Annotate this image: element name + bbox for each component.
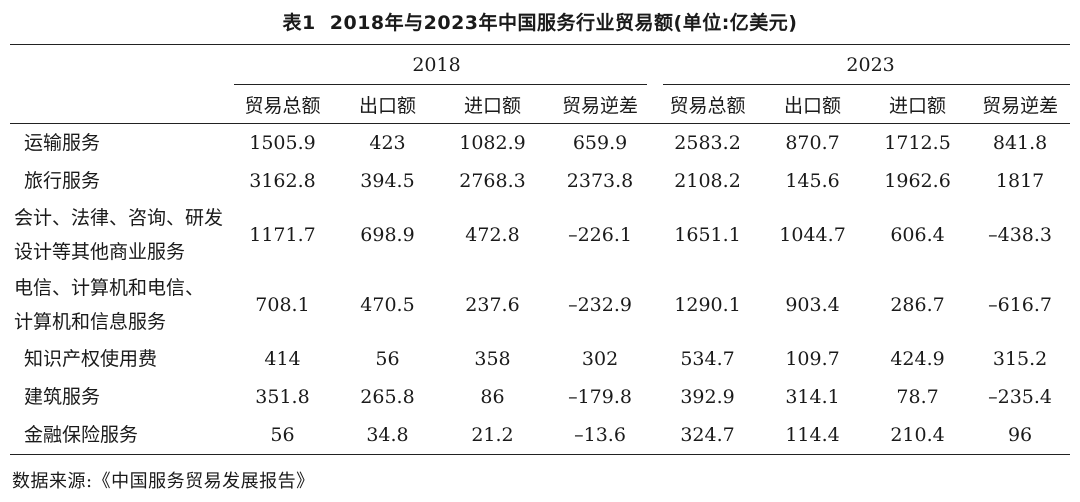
table-row: 旅行服务 3162.8 394.5 2768.3 2373.8 2108.2 1… [10, 162, 1070, 200]
subheader-2023-deficit: 贸易逆差 [970, 85, 1071, 124]
table-cell: 78.7 [896, 386, 939, 408]
subheader-2023-export: 出口额 [760, 85, 866, 124]
table-cell: 534.7 [680, 348, 735, 370]
table-cell: 34.8 [366, 424, 409, 446]
subheader-2018-import: 进口额 [440, 85, 545, 124]
table-cell: 56 [270, 424, 295, 446]
table-cell: 1651.1 [674, 224, 741, 246]
subheader-blank [10, 85, 230, 124]
table-cell: 86 [480, 386, 505, 408]
table-cell: –179.8 [568, 386, 632, 408]
table-cell: –226.1 [568, 224, 632, 246]
row-category: 电信、计算机和电信、 计算机和信息服务 [10, 270, 230, 340]
table-cell: 351.8 [255, 386, 310, 408]
table-cell: 1712.5 [884, 132, 951, 154]
table-cell: 606.4 [890, 224, 945, 246]
row-category: 会计、法律、咨询、研发 设计等其他商业服务 [10, 200, 230, 270]
table-cell: 56 [375, 348, 400, 370]
table-cell: 1171.7 [249, 224, 316, 246]
row-category: 知识产权使用费 [24, 348, 158, 370]
table-row: 会计、法律、咨询、研发 设计等其他商业服务 1171.7 698.9 472.8… [10, 200, 1070, 270]
table-cell: 286.7 [890, 294, 945, 316]
table-cell: 841.8 [992, 132, 1048, 154]
table-cell: 314.1 [785, 386, 840, 408]
table-cell: –235.4 [988, 386, 1053, 408]
table-title: 2018年与2023年中国服务行业贸易额(单位:亿美元) [329, 12, 798, 34]
table-cell: 2768.3 [459, 170, 526, 192]
table-cell: 1817 [995, 170, 1045, 192]
table-cell: 315.2 [992, 348, 1048, 370]
table-caption: 表1 2018年与2023年中国服务行业贸易额(单位:亿美元) [0, 8, 1080, 35]
year-2018-header: 2018 [230, 45, 655, 86]
table-row: 运输服务 1505.9 423 1082.9 659.9 2583.2 870.… [10, 124, 1070, 163]
table-cell: 1044.7 [779, 224, 846, 246]
table-cell: –616.7 [988, 294, 1053, 316]
table-cell: 1505.9 [249, 132, 316, 154]
table-cell: 423 [369, 132, 406, 154]
table-cell: 237.6 [465, 294, 520, 316]
table-cell: 394.5 [360, 170, 415, 192]
table-cell: 414 [264, 348, 301, 370]
table-row: 建筑服务 351.8 265.8 86 –179.8 392.9 314.1 7… [10, 378, 1070, 416]
table-cell: 870.7 [785, 132, 840, 154]
subheader-2023-total: 贸易总额 [655, 85, 761, 124]
table-cell: 698.9 [360, 224, 415, 246]
table-cell: 358 [474, 348, 511, 370]
table-cell: 470.5 [360, 294, 415, 316]
row-category: 运输服务 [24, 132, 101, 154]
table-number: 表1 [282, 12, 316, 34]
table-cell: 109.7 [785, 348, 840, 370]
row-category: 金融保险服务 [24, 424, 139, 446]
trade-table: 2018 2023 贸易总额 出口额 进口额 贸易逆差 贸易总额 出口额 进口额… [10, 44, 1071, 455]
row-category: 建筑服务 [24, 386, 101, 408]
subheader-2018-total: 贸易总额 [230, 85, 335, 124]
table-cell: 3162.8 [249, 170, 316, 192]
table-cell: 708.1 [255, 294, 310, 316]
table-row: 知识产权使用费 414 56 358 302 534.7 109.7 424.9… [10, 340, 1070, 378]
subheader-2018-export: 出口额 [335, 85, 440, 124]
table-cell: 2373.8 [566, 170, 634, 192]
row-category-line: 会计、法律、咨询、研发 [14, 207, 224, 229]
table-row: 电信、计算机和电信、 计算机和信息服务 708.1 470.5 237.6 –2… [10, 270, 1070, 340]
table-cell: 96 [1007, 424, 1033, 446]
year-2023-header: 2023 [655, 45, 1071, 86]
table-cell: 1962.6 [884, 170, 951, 192]
table-cell: 2108.2 [674, 170, 741, 192]
row-category: 旅行服务 [24, 170, 101, 192]
table-cell: 1290.1 [674, 294, 741, 316]
table-cell: 21.2 [471, 424, 514, 446]
subheader-row: 贸易总额 出口额 进口额 贸易逆差 贸易总额 出口额 进口额 贸易逆差 [10, 85, 1071, 124]
table-cell: –438.3 [988, 224, 1053, 246]
row-category-line: 计算机和信息服务 [14, 311, 167, 333]
table-cell: 114.4 [785, 424, 840, 446]
table-cell: 903.4 [785, 294, 840, 316]
table-row: 金融保险服务 56 34.8 21.2 –13.6 324.7 114.4 21… [10, 416, 1071, 455]
source-note: 数据来源:《中国服务贸易发展报告》 [12, 471, 315, 492]
subheader-2023-import: 进口额 [865, 85, 971, 124]
table-cell: 210.4 [890, 424, 945, 446]
table-cell: 302 [581, 348, 619, 370]
table-cell: 2583.2 [674, 132, 741, 154]
table-cell: 659.9 [572, 132, 628, 154]
table-cell: 1082.9 [459, 132, 526, 154]
row-category-line: 电信、计算机和电信、 [14, 277, 205, 299]
table-cell: 145.6 [785, 170, 840, 192]
table-cell: –13.6 [574, 424, 626, 446]
table-cell: 424.9 [890, 348, 945, 370]
table-cell: 324.7 [680, 424, 735, 446]
category-header [10, 45, 230, 86]
table-cell: 472.8 [465, 224, 520, 246]
table-cell: 265.8 [360, 386, 415, 408]
table-cell: –232.9 [568, 294, 632, 316]
year-header-row: 2018 2023 [10, 44, 1071, 86]
table-cell: 392.9 [680, 386, 735, 408]
subheader-2018-deficit: 贸易逆差 [545, 85, 656, 124]
row-category-line: 设计等其他商业服务 [14, 241, 186, 263]
